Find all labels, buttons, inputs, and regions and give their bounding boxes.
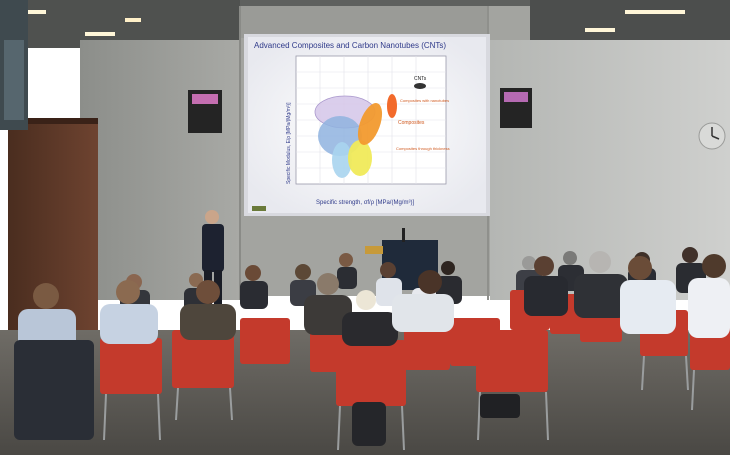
slide-x-axis-label: Specific strength, σf/ρ [MPa/(Mg/m³)] [316,200,414,206]
back-wall-panel [240,6,488,38]
bubble-light-blue [332,142,352,178]
slide-label-composites-through-thickness: Composites through thickness [396,146,450,151]
bubble-cnts [414,83,426,89]
speaker-right [500,88,532,128]
bubble-yellow [348,140,372,176]
ceiling-light [585,28,615,32]
slide-title: Advanced Composites and Carbon Nanotubes… [254,41,446,50]
ceiling-light [85,32,115,36]
bubble-red-orange [387,94,397,118]
bubble-orange [357,103,383,145]
slide-label-cnts: CNTs [414,76,427,82]
slide-label-composites: Composites [398,120,425,126]
ceiling-light [125,18,141,22]
chair-legs [103,355,695,451]
slide-label-composites-nanotubes: Composites with nanotubes [400,98,449,103]
bubble-blue [318,116,362,156]
wall-clock [698,122,726,150]
ceiling-light [12,10,46,14]
ceiling-light [625,10,685,14]
slide-y-axis-label: Specific Modulus, E/ρ [MPa/(Mg/m³)] [286,102,292,184]
speaker-left [188,90,222,133]
projection-screen: Advanced Composites and Carbon Nanotubes… [244,34,490,216]
audience-front [14,251,730,446]
